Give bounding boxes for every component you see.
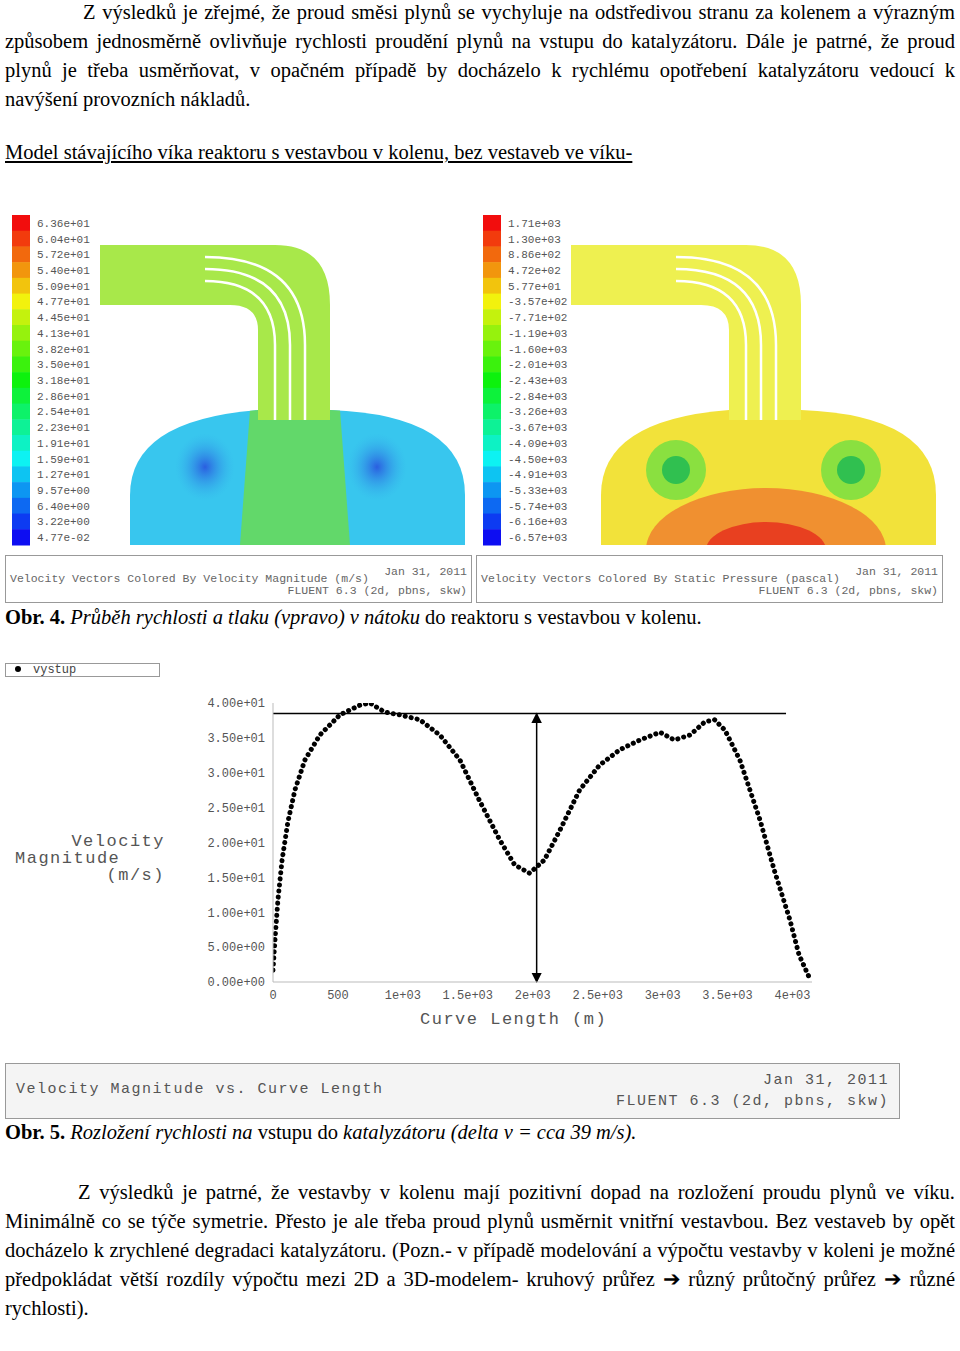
- svg-text:4.45e+01: 4.45e+01: [37, 312, 90, 324]
- html-text:(m/s): (m/s): [106, 866, 165, 885]
- html-text:Curve Length (m): Curve Length (m): [420, 1010, 608, 1029]
- svg-text:3.82e+01: 3.82e+01: [37, 344, 90, 356]
- svg-text:2.86e+01: 2.86e+01: [37, 391, 90, 403]
- svg-text:1e+03: 1e+03: [385, 989, 421, 1003]
- html-text:Z výsledků je zřejmé, že proud: Z výsledků je zřejmé, že proud směsi ply…: [5, 1, 955, 110]
- svg-text:3.22e+00: 3.22e+00: [37, 516, 90, 528]
- svg-text:-5.74e+03: -5.74e+03: [508, 501, 567, 513]
- svg-text:Jan 31, 2011: Jan 31, 2011: [855, 565, 938, 578]
- html-text:FLUENT 6.3 (2d, pbns, skw): FLUENT 6.3 (2d, pbns, skw): [616, 1093, 889, 1110]
- svg-text:FLUENT 6.3 (2d, pbns, skw): FLUENT 6.3 (2d, pbns, skw): [759, 584, 938, 597]
- svg-text:1.91e+01: 1.91e+01: [37, 438, 90, 450]
- svg-text:500: 500: [327, 989, 349, 1003]
- html-text:Obr. 4. Průběh rychlosti a tla: Obr. 4. Průběh rychlosti a tlaku (vpravo…: [5, 606, 702, 628]
- svg-text:1.00e+01: 1.00e+01: [207, 907, 265, 921]
- svg-text:1.30e+03: 1.30e+03: [508, 234, 561, 246]
- html-text:Jan 31, 2011: Jan 31, 2011: [763, 1072, 889, 1089]
- html-text:Magnitude: Magnitude: [15, 849, 121, 868]
- svg-text:5.77e+01: 5.77e+01: [508, 281, 561, 293]
- svg-text:0: 0: [269, 989, 276, 1003]
- svg-text:6.40e+00: 6.40e+00: [37, 501, 90, 513]
- svg-text:2.23e+01: 2.23e+01: [37, 422, 90, 434]
- svg-text:-6.16e+03: -6.16e+03: [508, 516, 567, 528]
- svg-text:Velocity Vectors Colored By Ve: Velocity Vectors Colored By Velocity Mag…: [10, 572, 369, 585]
- svg-text:5.40e+01: 5.40e+01: [37, 265, 90, 277]
- html-text:Velocity Magnitude vs. Curve L: Velocity Magnitude vs. Curve Length: [16, 1081, 384, 1098]
- svg-text:-2.43e+03: -2.43e+03: [508, 375, 567, 387]
- html-text:Z výsledků je patrné, že vesta: Z výsledků je patrné, že vestavby v kole…: [5, 1181, 955, 1319]
- svg-text:-6.57e+03: -6.57e+03: [508, 532, 567, 544]
- svg-text:1.5e+03: 1.5e+03: [443, 989, 493, 1003]
- svg-text:9.57e+00: 9.57e+00: [37, 485, 90, 497]
- svg-text:4.00e+01: 4.00e+01: [207, 697, 265, 711]
- svg-text:Velocity Vectors Colored By St: Velocity Vectors Colored By Static Press…: [481, 572, 840, 585]
- svg-text:3.50e+01: 3.50e+01: [207, 732, 265, 746]
- html-text:vystup: vystup: [33, 663, 77, 677]
- svg-text:3.18e+01: 3.18e+01: [37, 375, 90, 387]
- svg-text:5.09e+01: 5.09e+01: [37, 281, 90, 293]
- svg-text:6.04e+01: 6.04e+01: [37, 234, 90, 246]
- svg-text:-3.57e+02: -3.57e+02: [508, 296, 567, 308]
- svg-text:1.27e+01: 1.27e+01: [37, 469, 90, 481]
- html-text:Obr. 5. Rozložení rychlosti na: Obr. 5. Rozložení rychlosti na vstupu do…: [5, 1121, 637, 1143]
- svg-text:FLUENT 6.3 (2d, pbns, skw): FLUENT 6.3 (2d, pbns, skw): [288, 584, 467, 597]
- svg-text:2.00e+01: 2.00e+01: [207, 837, 265, 851]
- svg-text:3e+03: 3e+03: [645, 989, 681, 1003]
- svg-text:3.50e+01: 3.50e+01: [37, 359, 90, 371]
- svg-text:-2.84e+03: -2.84e+03: [508, 391, 567, 403]
- html-text:Velocity: Velocity: [71, 832, 165, 851]
- svg-text:1.59e+01: 1.59e+01: [37, 454, 90, 466]
- svg-text:8.86e+02: 8.86e+02: [508, 249, 561, 261]
- svg-text:3.00e+01: 3.00e+01: [207, 767, 265, 781]
- svg-text:-1.60e+03: -1.60e+03: [508, 344, 567, 356]
- svg-text:4.77e+01: 4.77e+01: [37, 296, 90, 308]
- svg-text:2e+03: 2e+03: [515, 989, 551, 1003]
- svg-text:2.5e+03: 2.5e+03: [572, 989, 622, 1003]
- svg-text:-5.33e+03: -5.33e+03: [508, 485, 567, 497]
- html-text:Model stávajícího víka reaktor: Model stávajícího víka reaktoru s vestav…: [5, 141, 633, 163]
- svg-text:-4.91e+03: -4.91e+03: [508, 469, 567, 481]
- svg-text:4.13e+01: 4.13e+01: [37, 328, 90, 340]
- svg-text:-2.01e+03: -2.01e+03: [508, 359, 567, 371]
- svg-text:-4.09e+03: -4.09e+03: [508, 438, 567, 450]
- svg-text:2.50e+01: 2.50e+01: [207, 802, 265, 816]
- svg-text:4.72e+02: 4.72e+02: [508, 265, 561, 277]
- svg-text:-4.50e+03: -4.50e+03: [508, 454, 567, 466]
- svg-text:4e+03: 4e+03: [775, 989, 811, 1003]
- svg-text:-1.19e+03: -1.19e+03: [508, 328, 567, 340]
- svg-text:5.00e+00: 5.00e+00: [207, 941, 265, 955]
- svg-text:4.77e-02: 4.77e-02: [37, 532, 90, 544]
- svg-text:2.54e+01: 2.54e+01: [37, 406, 90, 418]
- svg-text:6.36e+01: 6.36e+01: [37, 218, 90, 230]
- svg-text:1.71e+03: 1.71e+03: [508, 218, 561, 230]
- svg-text:Jan 31, 2011: Jan 31, 2011: [384, 565, 467, 578]
- svg-text:0.00e+00: 0.00e+00: [207, 976, 265, 990]
- svg-text:3.5e+03: 3.5e+03: [702, 989, 752, 1003]
- svg-text:1.50e+01: 1.50e+01: [207, 872, 265, 886]
- svg-text:5.72e+01: 5.72e+01: [37, 249, 90, 261]
- svg-text:-7.71e+02: -7.71e+02: [508, 312, 567, 324]
- svg-text:-3.67e+03: -3.67e+03: [508, 422, 567, 434]
- svg-text:-3.26e+03: -3.26e+03: [508, 406, 567, 418]
